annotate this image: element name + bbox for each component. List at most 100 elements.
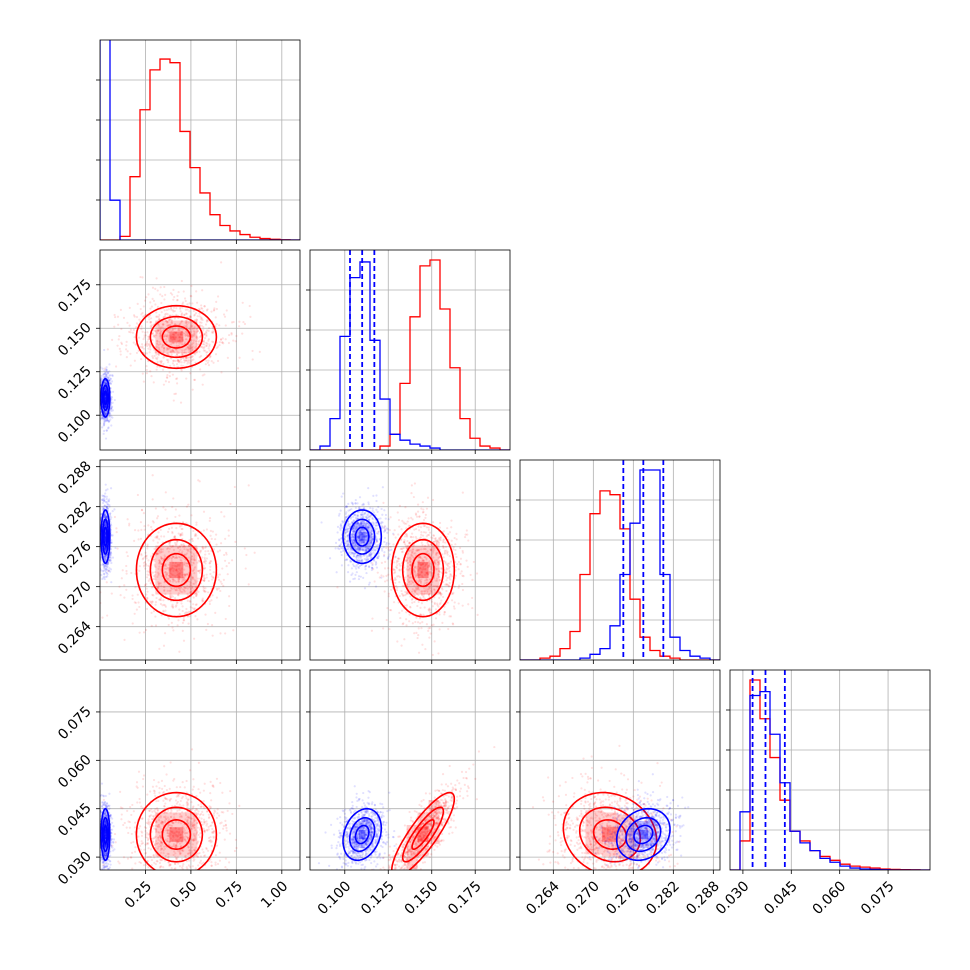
sample-point — [166, 348, 170, 351]
sample-point — [208, 519, 211, 522]
sample-point — [464, 533, 467, 536]
sample-point — [177, 327, 181, 330]
sample-point — [151, 286, 155, 289]
sample-point — [198, 315, 201, 318]
sample-point — [181, 591, 184, 594]
sample-point — [367, 547, 370, 550]
sample-point — [203, 560, 206, 564]
sample-point — [104, 372, 107, 375]
sample-point — [446, 562, 450, 565]
sample-point — [181, 621, 184, 624]
sample-point — [431, 547, 435, 550]
sample-point — [384, 528, 387, 531]
sample-point — [435, 568, 438, 571]
plot-area — [100, 261, 261, 440]
sample-point — [192, 568, 195, 572]
sample-point — [416, 621, 420, 624]
sample-point — [413, 632, 416, 635]
sample-point — [184, 334, 187, 337]
sample-point — [423, 547, 426, 550]
sample-point — [146, 570, 149, 573]
sample-point — [387, 546, 390, 549]
sample-point — [105, 429, 108, 432]
sample-point — [181, 629, 184, 632]
sample-point — [176, 570, 179, 573]
sample-point — [154, 329, 157, 333]
sample-point — [104, 419, 107, 422]
sample-point — [405, 582, 409, 586]
sample-point — [113, 398, 116, 402]
sample-point — [181, 343, 184, 346]
sample-point — [203, 579, 206, 582]
sample-point — [190, 324, 193, 327]
sample-point — [144, 562, 148, 566]
sample-point — [149, 320, 152, 324]
sample-point — [104, 568, 107, 571]
sample-point — [175, 565, 178, 568]
sample-point — [180, 527, 183, 530]
sample-point — [164, 593, 167, 596]
sample-point — [425, 507, 429, 510]
sample-point — [168, 568, 172, 571]
sample-point — [441, 621, 444, 624]
sample-point — [193, 326, 196, 329]
sample-point — [211, 530, 214, 533]
sample-point — [238, 320, 241, 323]
sample-point — [408, 542, 411, 545]
sample-point — [448, 581, 451, 585]
sample-point — [363, 541, 366, 545]
sample-point — [192, 607, 196, 611]
sample-point — [125, 588, 128, 591]
sample-point — [437, 573, 440, 576]
sample-point — [161, 604, 164, 607]
sample-point — [158, 582, 161, 585]
sample-point — [177, 329, 181, 332]
sample-point — [107, 427, 110, 430]
sample-point — [450, 539, 453, 542]
sample-point — [165, 352, 169, 356]
sample-point — [107, 570, 110, 573]
sample-point — [103, 515, 106, 518]
sample-point — [372, 549, 375, 552]
sample-point — [204, 560, 208, 563]
sample-point — [162, 610, 165, 613]
sample-point — [404, 598, 408, 601]
sample-point — [106, 573, 109, 576]
sample-point — [144, 334, 147, 337]
sample-point — [185, 358, 188, 362]
sample-point — [102, 373, 105, 376]
sample-point — [171, 362, 175, 365]
sample-point — [175, 341, 178, 345]
sample-point — [165, 335, 169, 338]
sample-point — [103, 555, 106, 558]
y-tick-label: 0.150 — [55, 320, 95, 360]
sample-point — [452, 591, 455, 594]
sample-point — [186, 356, 189, 360]
sample-point — [183, 587, 186, 590]
sample-point — [109, 418, 112, 421]
sample-point — [168, 541, 172, 544]
sample-point — [178, 339, 181, 342]
sample-point — [185, 356, 188, 360]
sample-point — [188, 591, 192, 594]
sample-point — [204, 613, 207, 616]
sample-point — [422, 524, 425, 528]
sample-point — [157, 531, 160, 534]
density-cell — [169, 331, 184, 343]
sample-point — [170, 557, 173, 560]
sample-point — [110, 524, 113, 527]
sample-point — [181, 527, 184, 531]
sample-point — [449, 573, 452, 576]
sample-point — [412, 556, 415, 559]
sample-point — [208, 349, 211, 352]
sample-point — [175, 344, 178, 347]
sample-point — [409, 560, 412, 563]
sample-point — [426, 573, 430, 576]
sample-point — [157, 559, 161, 562]
sample-point — [422, 592, 426, 596]
sample-point — [209, 565, 212, 568]
sample-point — [416, 570, 420, 573]
sample-point — [175, 363, 179, 366]
sample-point — [183, 545, 186, 548]
sample-point — [377, 530, 381, 533]
